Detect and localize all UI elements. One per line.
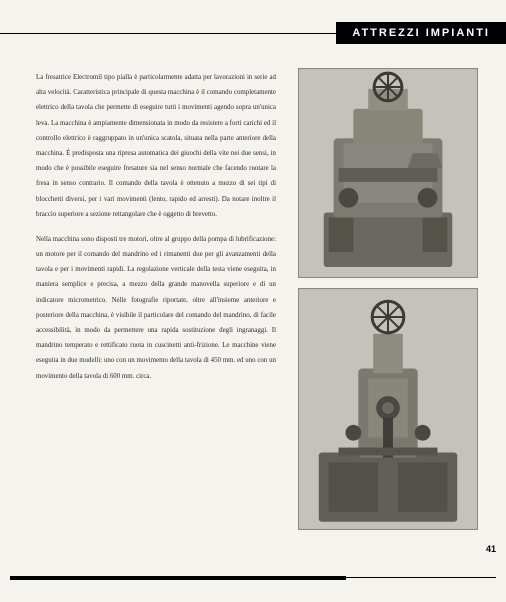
paragraph-1: La fresatrice Electromil tipo pialla è p… (36, 70, 276, 222)
machine-illustration-rear (299, 289, 477, 529)
figure-bottom (298, 288, 478, 530)
body-text: La fresatrice Electromil tipo pialla è p… (36, 70, 276, 384)
section-title: ATTREZZI IMPIANTI (336, 22, 506, 44)
body-column: La fresatrice Electromil tipo pialla è p… (36, 70, 276, 394)
figure-top (298, 68, 478, 278)
machine-illustration-front (299, 69, 477, 277)
paragraph-2: Nella macchina sono disposti tre motori,… (36, 232, 276, 384)
header-rule-left (0, 33, 336, 34)
footer-rule-thick (10, 576, 346, 580)
header-bar: ATTREZZI IMPIANTI (0, 20, 506, 46)
page-number: 41 (486, 544, 496, 554)
